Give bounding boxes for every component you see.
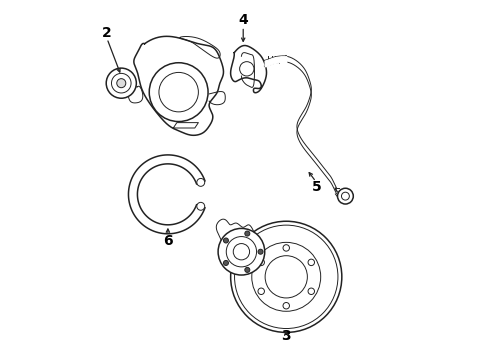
Circle shape bbox=[223, 260, 228, 265]
Circle shape bbox=[265, 256, 307, 298]
Circle shape bbox=[252, 242, 320, 311]
Circle shape bbox=[283, 302, 290, 309]
Circle shape bbox=[106, 68, 136, 98]
Circle shape bbox=[235, 225, 338, 329]
Circle shape bbox=[258, 259, 265, 266]
Circle shape bbox=[218, 228, 265, 275]
Circle shape bbox=[233, 244, 249, 260]
Circle shape bbox=[112, 73, 131, 93]
Circle shape bbox=[197, 202, 205, 210]
Circle shape bbox=[149, 63, 208, 122]
Text: 2: 2 bbox=[102, 26, 112, 40]
Circle shape bbox=[308, 288, 315, 294]
Circle shape bbox=[231, 221, 342, 332]
Circle shape bbox=[283, 245, 290, 251]
Circle shape bbox=[258, 249, 263, 254]
Circle shape bbox=[197, 179, 205, 186]
Circle shape bbox=[223, 238, 228, 243]
Circle shape bbox=[308, 259, 315, 266]
Text: 6: 6 bbox=[163, 234, 172, 248]
Circle shape bbox=[245, 267, 250, 273]
Circle shape bbox=[258, 288, 265, 294]
Text: 3: 3 bbox=[281, 329, 291, 343]
Polygon shape bbox=[128, 155, 205, 234]
Circle shape bbox=[159, 72, 198, 112]
Text: 4: 4 bbox=[238, 13, 248, 27]
Circle shape bbox=[338, 188, 353, 204]
Circle shape bbox=[342, 192, 349, 200]
Circle shape bbox=[240, 62, 254, 76]
Circle shape bbox=[245, 231, 250, 236]
Circle shape bbox=[117, 78, 126, 88]
Circle shape bbox=[226, 237, 257, 267]
Text: 5: 5 bbox=[312, 180, 321, 194]
Text: 1: 1 bbox=[227, 261, 237, 275]
